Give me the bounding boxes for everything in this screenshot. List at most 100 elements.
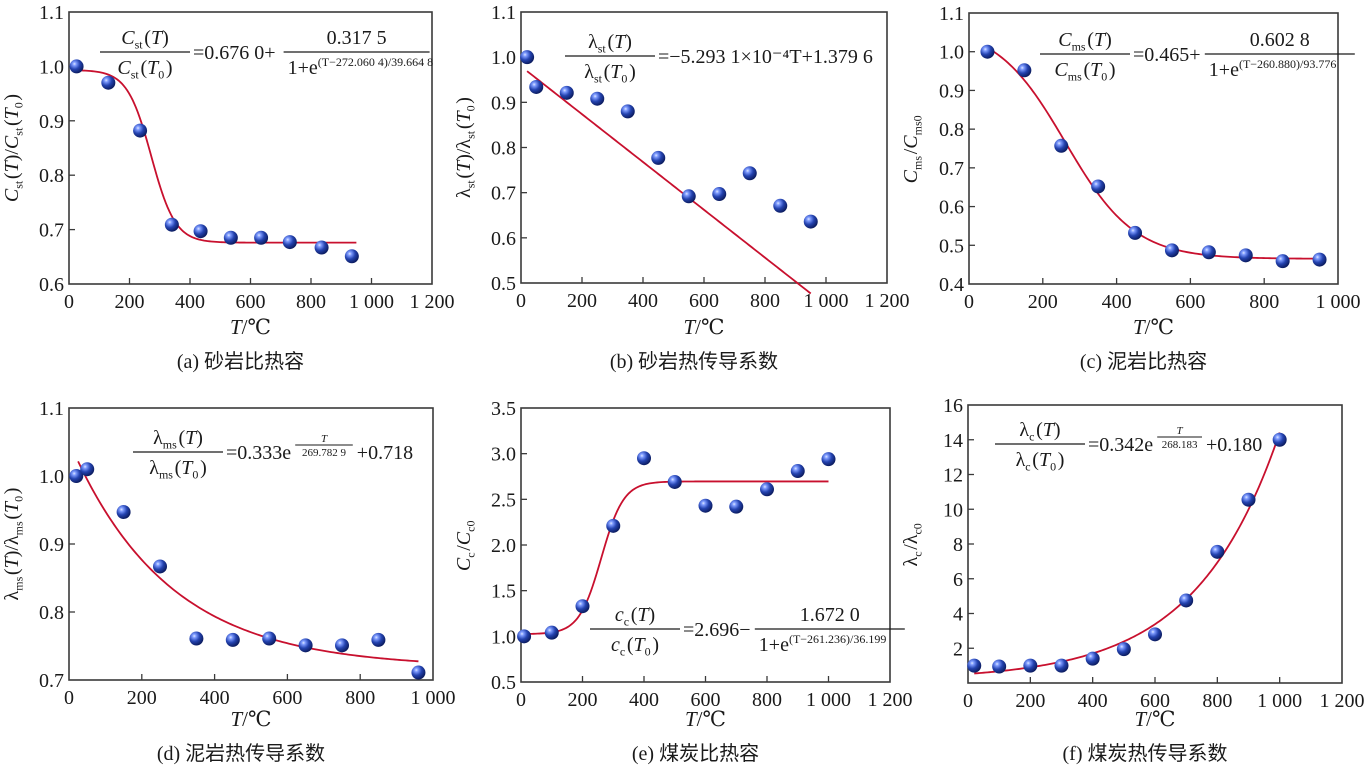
y-tick-label: 0.7 — [39, 670, 64, 692]
y-tick-label: 16 — [943, 395, 963, 417]
y-tick-label: 1.1 — [39, 398, 64, 420]
x-tick-label: 1 000 — [1316, 291, 1361, 313]
y-tick-label: 0.8 — [39, 165, 64, 187]
y-axis-label-group: λms (T)/λms (T0 ) — [1, 488, 25, 601]
equation-constant: =0.676 0+ — [193, 42, 276, 64]
data-point — [575, 599, 590, 614]
fit-equation: Cst (T) Cst (T0 ) =0.676 0+ 0.317 5 1+e(T−27… — [100, 27, 433, 81]
y-tick-label: 1.0 — [491, 47, 516, 69]
equation-rhs-prefix: =0.342e — [1088, 434, 1153, 456]
x-tick-label: 0 — [64, 687, 74, 709]
fit-equation: λms (T) λms (T0 ) =0.333e T 269.782 9 +0.718 — [133, 427, 413, 481]
data-point — [1312, 252, 1327, 267]
equation-lhs-numerator: Cst (T) — [121, 27, 169, 51]
fit-equation: λst (T) λst (T0 ) =−5.293 1×10⁻⁴T+1.379 6 — [565, 31, 873, 85]
panel-f-coal-thermal-conductivity: 0 200 400 600 800 1 000 1 200 2 4 6 8 10 12 14 16 T/℃ λc… — [900, 395, 1365, 765]
x-tick-label: 0 — [64, 291, 74, 313]
x-tick-label: 800 — [1202, 690, 1232, 712]
y-tick-label: 0.6 — [491, 228, 516, 250]
data-point — [760, 482, 774, 497]
data-point — [773, 198, 788, 213]
data-point — [992, 659, 1007, 674]
data-point — [729, 499, 744, 514]
x-tick-label: 600 — [236, 291, 266, 313]
y-tick-label: 0.5 — [491, 273, 516, 295]
x-tick-label: 1 000 — [349, 291, 394, 313]
data-point — [544, 625, 559, 640]
data-point — [1238, 248, 1253, 263]
x-axis-label: T/℃ — [230, 315, 271, 339]
y-axis-label-group: λst (T)/λst (T0 ) — [453, 97, 477, 198]
equation-numerator: 1.672 0 — [800, 604, 860, 626]
x-tick-label: 200 — [127, 687, 157, 709]
x-axis-label: T/℃ — [230, 707, 271, 731]
x-tick-label: 600 — [1140, 690, 1170, 712]
data-point — [1023, 658, 1038, 673]
data-point — [1148, 627, 1162, 642]
y-tick-label: 0.8 — [39, 602, 64, 624]
y-tick-label: 1.0 — [491, 626, 516, 648]
x-axis-label: T/℃ — [1133, 315, 1174, 339]
data-point — [712, 187, 727, 202]
data-point — [698, 498, 713, 513]
data-point — [1054, 138, 1069, 153]
data-point — [790, 464, 805, 479]
panel-caption: (c) 泥岩比热容 — [1080, 350, 1207, 373]
panel-caption: (f) 煤炭热传导系数 — [1063, 742, 1228, 765]
equation-lhs-numerator: λst (T) — [588, 31, 632, 55]
panel-b-sandstone-thermal-conductivity: 0 200 400 600 800 1 000 1 200 0.5 0.6 0.7 0.8 0.9 1.… — [453, 2, 910, 373]
data-point — [590, 91, 605, 106]
y-tick-label: 0.9 — [939, 80, 964, 102]
y-tick-label: 0.9 — [39, 111, 64, 133]
equation-constant: =0.465+ — [1133, 44, 1201, 66]
equation-lhs-numerator: λms (T) — [153, 427, 203, 451]
data-point — [967, 658, 982, 673]
equation-denominator: 1+e(T−272.060 4)/39.664 8 — [288, 55, 434, 79]
fit-curve — [526, 70, 812, 295]
y-tick-label: 10 — [943, 499, 963, 521]
equation-rhs-prefix: =0.333e — [226, 442, 291, 464]
fit-curve — [77, 460, 419, 663]
x-tick-label: 600 — [689, 290, 719, 312]
equation-rhs-suffix: +0.718 — [357, 442, 413, 464]
equation-lhs-numerator: cc (T) — [615, 604, 655, 628]
data-point — [101, 75, 116, 90]
panel-caption: (a) 砂岩比热容 — [177, 350, 304, 373]
data-point — [651, 150, 666, 165]
y-tick-label: 0.9 — [491, 92, 516, 114]
x-tick-label: 200 — [1028, 291, 1058, 313]
x-tick-label: 1 200 — [868, 689, 913, 711]
data-point — [164, 217, 179, 232]
y-tick-label: 2.0 — [491, 535, 516, 557]
equation-exponent-denominator: 268.183 — [1162, 439, 1198, 451]
x-tick-label: 800 — [296, 291, 326, 313]
x-axis-label: T/℃ — [685, 707, 726, 731]
data-point — [529, 79, 544, 94]
y-tick-label: 6 — [953, 569, 963, 591]
equation-lhs-denominator: λms (T0 ) — [149, 457, 207, 481]
data-point — [803, 214, 818, 229]
y-axis-label-group: Cc /Cc0 — [453, 521, 477, 572]
data-point — [637, 451, 651, 466]
y-axis-label: λc /λc0 — [900, 522, 924, 567]
y-tick-label: 0.9 — [39, 534, 64, 556]
x-tick-label: 1 200 — [410, 291, 455, 313]
plot-frame — [968, 12, 1339, 285]
equation-exponent-numerator: T — [321, 433, 328, 445]
data-point — [262, 631, 277, 646]
x-tick-label: 1 000 — [804, 290, 849, 312]
panel-caption: (b) 砂岩热传导系数 — [610, 350, 778, 373]
x-tick-label: 400 — [200, 687, 230, 709]
x-axis-label: T/℃ — [1134, 707, 1175, 731]
equation-lhs-denominator: λc (T0 ) — [1016, 449, 1065, 473]
data-point — [1275, 254, 1290, 269]
x-tick-label: 200 — [1015, 690, 1045, 712]
equation-numerator: 0.317 5 — [327, 27, 387, 49]
x-tick-label: 400 — [175, 291, 205, 313]
data-point — [1054, 658, 1069, 673]
y-tick-label: 0.7 — [39, 220, 64, 242]
y-tick-label: 3.0 — [491, 444, 516, 466]
data-point — [1091, 179, 1106, 194]
y-tick-label: 2.5 — [491, 489, 516, 511]
